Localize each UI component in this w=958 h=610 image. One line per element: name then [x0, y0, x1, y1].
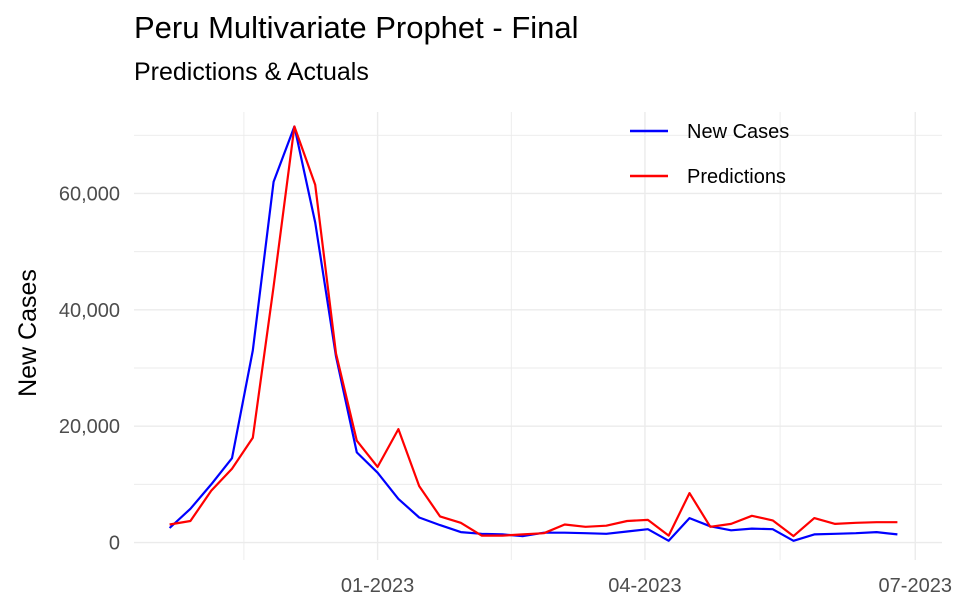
legend-label-predictions: Predictions [687, 166, 786, 188]
x-tick-label: 04-2023 [608, 575, 681, 597]
series-line-predictions [169, 125, 898, 538]
y-axis-ticks: 0 20,000 40,000 60,000 [59, 183, 120, 554]
y-tick-label: 40,000 [59, 300, 120, 322]
chart-title: Peru Multivariate Prophet - Final [134, 10, 579, 45]
grid [134, 112, 942, 560]
x-tick-label: 01-2023 [341, 575, 414, 597]
series-line-new-cases [168, 125, 898, 542]
y-axis-title: New Cases [14, 269, 42, 397]
legend: New Cases Predictions [630, 121, 789, 188]
y-tick-label: 60,000 [59, 183, 120, 205]
series-lines [168, 125, 898, 542]
y-tick-label: 0 [109, 533, 120, 555]
x-tick-label: 07-2023 [879, 575, 952, 597]
y-tick-label: 20,000 [59, 416, 120, 438]
chart-subtitle: Predictions & Actuals [134, 58, 369, 86]
legend-label-new-cases: New Cases [687, 121, 789, 143]
x-axis-ticks: 01-2023 04-2023 07-2023 [341, 575, 952, 597]
